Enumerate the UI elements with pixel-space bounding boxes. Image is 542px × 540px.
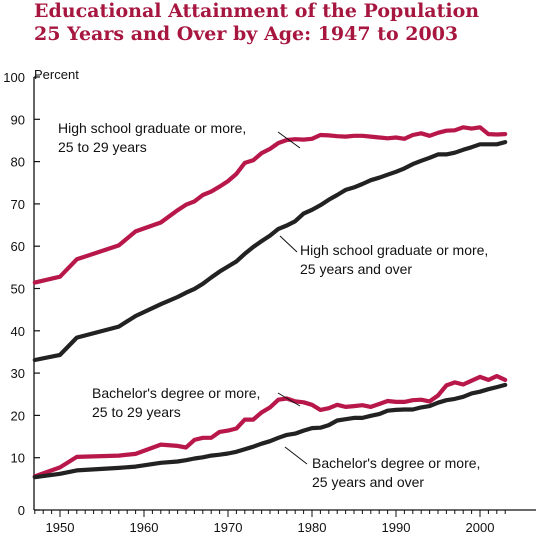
series-annotation-label: 25 to 29 years — [92, 404, 181, 420]
series-line-3 — [32, 374, 508, 479]
series-annotation-label: Bachelor's degree or more, — [92, 385, 260, 401]
annotation-leader-line — [284, 446, 308, 465]
y-tick-label: 0 — [18, 503, 25, 518]
y-tick-label: 80 — [11, 155, 25, 170]
y-tick-label: 100 — [3, 70, 25, 85]
y-axis-label: Percent — [34, 67, 79, 82]
series-lines — [32, 125, 508, 480]
y-tick-label: 10 — [11, 451, 25, 466]
series-annotation-label: High school graduate or more, — [58, 120, 246, 136]
x-tick-label: 1980 — [298, 520, 327, 535]
series-annotation-label: 25 to 29 years — [58, 139, 147, 155]
series-annotation-label: Bachelor's degree or more, — [312, 455, 480, 471]
y-tick-label: 50 — [11, 282, 25, 297]
axes: 0 10 20 30 40 50 60 70 80 90 100 1950 1960 1970 1980 19… — [3, 70, 536, 535]
annotation-leader-line — [277, 131, 301, 149]
y-tick-label: 40 — [11, 324, 25, 339]
series-line-4 — [32, 382, 508, 480]
x-tick-label: 1990 — [382, 520, 411, 535]
annotation-leader-line — [277, 392, 301, 407]
y-tick-label: 30 — [11, 366, 25, 381]
series-annotation-label: 25 years and over — [312, 474, 424, 490]
chart-title-line-2: 25 Years and Over by Age: 1947 to 2003 — [34, 23, 459, 45]
y-tick-label: 20 — [11, 408, 25, 423]
y-tick-label: 60 — [11, 239, 25, 254]
x-tick-label: 1950 — [46, 520, 75, 535]
series-annotations: High school graduate or more, 25 to 29 ye… — [58, 120, 488, 490]
series-annotation-label: High school graduate or more, — [300, 242, 488, 258]
y-tick-label: 90 — [11, 112, 25, 127]
series-annotation-label: 25 years and over — [300, 261, 412, 277]
x-tick-label: 1960 — [130, 520, 159, 535]
x-tick-label: 1970 — [214, 520, 243, 535]
chart-title-line-1: Educational Attainment of the Population — [34, 0, 480, 22]
series-line-2 — [32, 140, 508, 363]
chart-title: Educational Attainment of the Population… — [34, 0, 479, 46]
x-tick-label: 2000 — [466, 520, 495, 535]
series-line-1 — [32, 125, 508, 285]
annotation-leader-line — [279, 235, 298, 253]
y-tick-label: 70 — [11, 197, 25, 212]
